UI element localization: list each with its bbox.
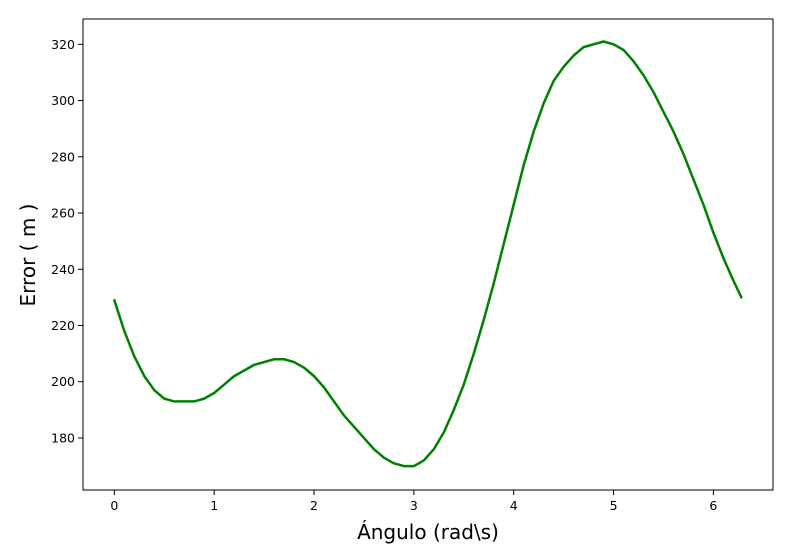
series-line [113, 40, 743, 468]
y-tick-label: 200 [51, 374, 75, 389]
x-tick-label: 1 [210, 498, 218, 513]
y-axis: 180 200 220 240 260 280 300 320 [51, 37, 83, 445]
y-tick-label: 240 [51, 262, 75, 277]
x-axis: 0 1 2 3 4 5 6 [110, 490, 717, 513]
y-tick-label: 260 [51, 206, 75, 221]
x-tick-label: 6 [709, 498, 717, 513]
y-axis-label: Error ( m ) [16, 204, 40, 307]
plot-area [113, 40, 743, 468]
x-tick-label: 2 [310, 498, 318, 513]
x-tick-label: 4 [510, 498, 518, 513]
y-tick-label: 180 [51, 430, 75, 445]
plot-frame [82, 18, 774, 491]
x-tick-label: 0 [110, 498, 118, 513]
y-tick-label: 300 [51, 93, 75, 108]
x-tick-label: 3 [410, 498, 418, 513]
x-axis-label: Ángulo (rad\s) [357, 520, 499, 544]
x-tick-label: 5 [610, 498, 618, 513]
y-tick-label: 220 [51, 318, 75, 333]
y-tick-label: 280 [51, 149, 75, 164]
y-tick-label: 320 [51, 37, 75, 52]
